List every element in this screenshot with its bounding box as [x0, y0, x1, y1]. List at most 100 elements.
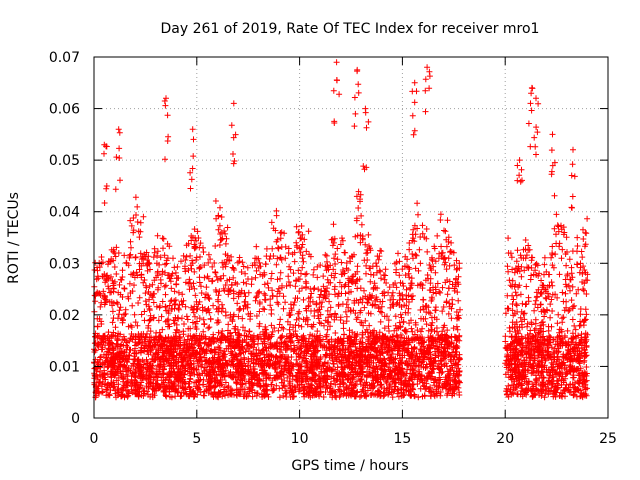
- data-point: [430, 263, 437, 270]
- data-point: [92, 298, 99, 305]
- data-point: [137, 250, 144, 257]
- data-point: [132, 194, 139, 201]
- data-point: [98, 254, 105, 260]
- data-point: [320, 273, 327, 280]
- data-point: [140, 213, 147, 220]
- data-point: [365, 231, 372, 238]
- data-point: [138, 311, 145, 318]
- data-point: [402, 253, 409, 260]
- data-point: [170, 255, 176, 262]
- data-point: [334, 245, 341, 252]
- data-point: [211, 260, 218, 266]
- data-point: [262, 292, 269, 299]
- data-point: [115, 250, 122, 256]
- data-point: [183, 253, 190, 260]
- data-point: [326, 298, 333, 305]
- data-point: [110, 315, 117, 322]
- data-point: [109, 308, 116, 315]
- data-point: [248, 281, 255, 288]
- data-point: [182, 268, 189, 275]
- data-point: [136, 294, 143, 301]
- data-point: [412, 251, 419, 258]
- data-point: [268, 270, 275, 277]
- data-point: [245, 289, 252, 296]
- data-point: [305, 303, 312, 310]
- data-point: [140, 279, 147, 286]
- data-point: [160, 370, 167, 376]
- data-point: [332, 251, 339, 258]
- data-point: [236, 258, 243, 265]
- data-point: [196, 372, 203, 379]
- data-point: [126, 338, 133, 345]
- data-point: [558, 255, 565, 262]
- data-point: [224, 252, 231, 259]
- data-point: [330, 221, 337, 228]
- data-point: [357, 296, 364, 303]
- data-point: [107, 289, 113, 296]
- data-point: [274, 276, 281, 283]
- data-point: [134, 203, 141, 210]
- data-point: [398, 314, 405, 321]
- data-point: [239, 259, 246, 266]
- data-point: [362, 293, 369, 300]
- data-point: [275, 244, 281, 251]
- data-point: [158, 280, 164, 287]
- data-point: [340, 391, 347, 398]
- data-point: [277, 316, 284, 323]
- data-point: [234, 300, 241, 307]
- data-point: [300, 296, 307, 303]
- data-point: [323, 252, 330, 259]
- data-point: [414, 200, 421, 207]
- data-point: [396, 272, 403, 279]
- data-point: [443, 243, 450, 250]
- data-point: [252, 274, 259, 281]
- data-point: [361, 287, 367, 294]
- data-point: [444, 217, 451, 224]
- data-point: [206, 296, 213, 302]
- data-point: [444, 291, 451, 298]
- data-point: [172, 393, 179, 400]
- data-point: [111, 278, 118, 285]
- data-point: [295, 337, 301, 344]
- data-point: [275, 327, 282, 334]
- data-point: [129, 302, 136, 309]
- data-point: [274, 255, 281, 262]
- data-point: [126, 346, 133, 353]
- data-point: [532, 297, 539, 304]
- data-point: [111, 381, 118, 388]
- data-point: [212, 243, 219, 249]
- data-point: [445, 310, 452, 317]
- data-point: [533, 260, 540, 267]
- data-point: [215, 329, 222, 336]
- data-point: [196, 264, 203, 271]
- data-point: [411, 222, 418, 229]
- data-point: [228, 253, 235, 260]
- data-point: [363, 270, 369, 277]
- data-point: [95, 383, 102, 390]
- data-point: [406, 246, 413, 253]
- data-point: [160, 245, 166, 252]
- data-point: [268, 322, 275, 329]
- data-point: [192, 292, 199, 299]
- data-point: [442, 228, 449, 235]
- data-point: [560, 314, 567, 321]
- data-point: [181, 337, 188, 344]
- data-point: [568, 264, 575, 271]
- data-point: [415, 211, 421, 218]
- data-point: [167, 275, 174, 282]
- data-point: [167, 298, 174, 305]
- data-point: [237, 305, 244, 312]
- data-point: [175, 306, 182, 313]
- data-point: [133, 212, 139, 218]
- data-point: [159, 271, 166, 278]
- data-point: [241, 354, 248, 361]
- data-point: [155, 317, 162, 324]
- data-point: [437, 217, 444, 223]
- data-point: [409, 231, 416, 238]
- data-point: [268, 275, 275, 282]
- data-point: [105, 329, 112, 336]
- data-point: [574, 234, 581, 241]
- data-point: [417, 260, 424, 267]
- data-point: [119, 267, 126, 274]
- data-point: [325, 360, 331, 366]
